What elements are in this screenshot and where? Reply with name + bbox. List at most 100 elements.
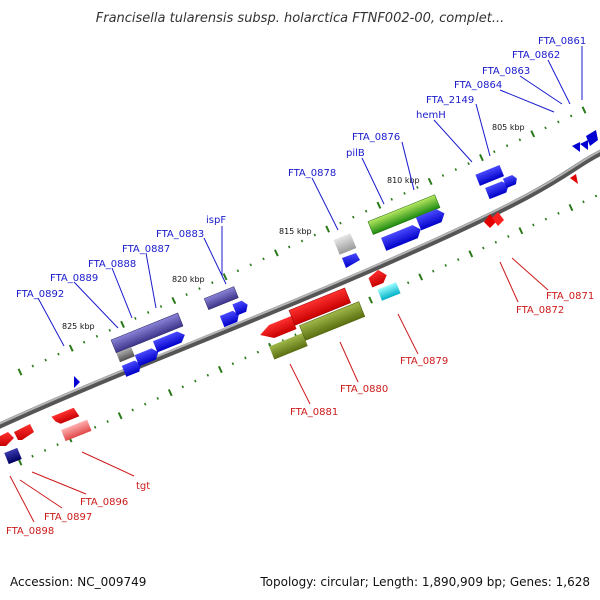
gene-arrow bbox=[586, 130, 598, 146]
scale-tick bbox=[159, 305, 163, 308]
gene-label[interactable]: FTA_0898 bbox=[6, 526, 54, 537]
scale-tick bbox=[262, 257, 265, 261]
gene-label[interactable]: FTA_2149 bbox=[426, 95, 474, 106]
scale-tick bbox=[482, 246, 485, 250]
gene-arrow bbox=[570, 174, 578, 184]
scale-tick bbox=[468, 250, 474, 258]
scale-tick bbox=[117, 412, 123, 420]
gene-block bbox=[110, 312, 184, 354]
scale-tick bbox=[441, 174, 445, 177]
gene-label[interactable]: ispF bbox=[206, 215, 226, 226]
gene-label[interactable]: tgt bbox=[136, 481, 150, 492]
scale-tick bbox=[167, 389, 173, 397]
scale-tick bbox=[518, 138, 522, 142]
gene-label[interactable]: FTA_0864 bbox=[454, 80, 502, 91]
scale-tick bbox=[249, 263, 252, 267]
gene-arrow bbox=[134, 348, 159, 367]
scale-tick bbox=[287, 245, 291, 249]
scale-tick bbox=[236, 269, 240, 273]
callout-lines-forward bbox=[37, 46, 583, 347]
gene-block bbox=[269, 333, 308, 360]
gene-label[interactable]: FTA_0879 bbox=[400, 356, 448, 367]
scale-tick bbox=[427, 177, 433, 186]
map-title: Francisella tularensis subsp. holarctica… bbox=[96, 11, 505, 26]
scale-tick bbox=[594, 194, 598, 198]
scale-tick bbox=[457, 258, 460, 262]
labels-reverse: FTA_0898 FTA_0897 FTA_0896 tgt FTA_0881 … bbox=[6, 291, 594, 537]
scale-tick bbox=[444, 263, 447, 267]
gene-label[interactable]: FTA_0872 bbox=[516, 305, 564, 316]
gene-arrow bbox=[485, 181, 509, 200]
gene-label[interactable]: FTA_0881 bbox=[290, 407, 338, 418]
gene-arrow bbox=[232, 300, 248, 316]
scale-tick bbox=[368, 296, 373, 304]
gene-label[interactable]: pilB bbox=[346, 148, 365, 159]
scale-tick bbox=[244, 356, 247, 360]
scale-tick bbox=[557, 120, 560, 124]
gene-arrow bbox=[51, 407, 80, 424]
gene-block bbox=[116, 346, 135, 363]
tick-row-outer bbox=[17, 106, 587, 376]
gene-block bbox=[299, 301, 366, 341]
scale-label-810: 810 kbp bbox=[387, 176, 420, 185]
gene-label[interactable]: FTA_0892 bbox=[16, 289, 64, 300]
scale-tick bbox=[181, 385, 185, 389]
gene-arrow bbox=[74, 376, 80, 388]
gene-block bbox=[475, 164, 505, 186]
gene-label[interactable]: FTA_0896 bbox=[80, 497, 128, 508]
scale-tick bbox=[581, 106, 587, 114]
scale-tick bbox=[198, 287, 201, 291]
labels-forward: FTA_0892 FTA_0889 FTA_0888 FTA_0887 FTA_… bbox=[16, 36, 586, 300]
scale-tick bbox=[493, 150, 496, 154]
gene-arrow bbox=[502, 174, 517, 188]
scale-tick bbox=[544, 126, 547, 130]
gene-arrow bbox=[260, 315, 297, 338]
scale-tick bbox=[256, 350, 260, 354]
scale-tick bbox=[530, 130, 536, 138]
scale-tick bbox=[467, 162, 470, 166]
scale-tick bbox=[406, 281, 410, 285]
gene-label[interactable]: FTA_0897 bbox=[44, 512, 92, 523]
scale-tick bbox=[222, 273, 228, 281]
gene-arrow bbox=[342, 253, 360, 268]
scale-tick bbox=[376, 201, 382, 209]
gene-label[interactable]: FTA_0880 bbox=[340, 384, 388, 395]
genome-summary-text: Topology: circular; Length: 1,890,909 bp… bbox=[259, 575, 590, 589]
genes-forward-strand bbox=[74, 130, 598, 388]
scale-tick bbox=[494, 240, 498, 244]
gene-block bbox=[61, 419, 92, 442]
scale-tick bbox=[156, 396, 159, 400]
gene-arrow bbox=[484, 214, 496, 228]
gene-block bbox=[367, 194, 441, 235]
scale-tick bbox=[82, 340, 86, 344]
gene-label[interactable]: FTA_0876 bbox=[352, 132, 400, 143]
scale-tick bbox=[544, 217, 548, 221]
scale-tick bbox=[143, 402, 147, 406]
scale-tick bbox=[43, 449, 47, 452]
gene-label[interactable]: FTA_0878 bbox=[288, 168, 336, 179]
gene-arrow bbox=[580, 140, 588, 150]
gene-label[interactable]: FTA_0863 bbox=[482, 66, 530, 77]
gene-arrow bbox=[572, 142, 580, 152]
gene-label[interactable]: FTA_0887 bbox=[122, 244, 170, 255]
scale-tick bbox=[206, 373, 210, 377]
scale-tick bbox=[325, 225, 331, 233]
scale-tick bbox=[31, 364, 35, 368]
gene-arrow bbox=[415, 209, 445, 231]
gene-label[interactable]: FTA_0888 bbox=[88, 259, 136, 270]
gene-label[interactable]: FTA_0861 bbox=[538, 36, 586, 47]
callout-lines-reverse bbox=[9, 257, 549, 523]
scale-tick bbox=[68, 344, 74, 352]
scale-tick bbox=[106, 420, 109, 423]
gene-label[interactable]: FTA_0883 bbox=[156, 229, 204, 240]
scale-tick bbox=[44, 358, 47, 362]
scale-tick bbox=[294, 333, 297, 337]
gene-label[interactable]: FTA_0871 bbox=[546, 291, 594, 302]
gene-label[interactable]: FTA_0862 bbox=[512, 50, 560, 61]
scale-tick bbox=[416, 185, 419, 189]
gene-label[interactable]: FTA_0889 bbox=[50, 273, 98, 284]
gene-arrow bbox=[492, 212, 504, 226]
gene-label[interactable]: hemH bbox=[416, 110, 446, 121]
scale-label-820: 820 kbp bbox=[172, 275, 205, 284]
scale-tick bbox=[120, 320, 125, 328]
